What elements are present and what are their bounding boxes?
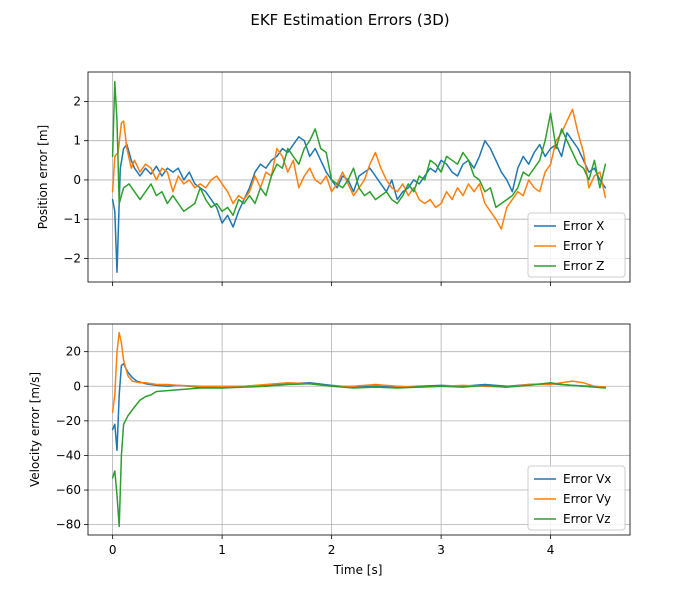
series-line-error-y xyxy=(111,108,607,230)
y-tick-label: −40 xyxy=(56,448,81,462)
y-tick-label: −2 xyxy=(63,251,81,265)
legend-entry-label: Error Y xyxy=(563,239,604,253)
legend-entry-label: Error Z xyxy=(563,259,604,273)
x-tick-label: 4 xyxy=(547,543,555,557)
axes-frame xyxy=(87,323,631,536)
series-line-error-x xyxy=(111,132,607,273)
x-tick-label: 3 xyxy=(437,543,445,557)
series-line-error-vy xyxy=(111,331,607,413)
legend-entry-label: Error Vx xyxy=(563,472,611,486)
y-tick-label: −60 xyxy=(56,483,81,497)
legend-entry-label: Error Vz xyxy=(563,512,611,526)
x-tick-label: 0 xyxy=(109,543,117,557)
y-tick-label: 0 xyxy=(73,173,81,187)
y-tick-label: 1 xyxy=(73,134,81,148)
position-error-panel: −2 −1 0 1 2 Error X Error Y Error Z Position e… xyxy=(36,71,631,286)
velocity-ylabel: Velocity error [m/s] xyxy=(28,372,42,487)
legend-frame xyxy=(527,212,626,278)
y-tick-label: 2 xyxy=(73,94,81,108)
x-tick-label: 1 xyxy=(218,543,226,557)
x-tick-label: 2 xyxy=(328,543,336,557)
y-tick-label: 0 xyxy=(73,379,81,393)
y-tick-label: 20 xyxy=(66,345,81,359)
position-ylabel: Position error [m] xyxy=(36,125,50,229)
y-tick-label: −1 xyxy=(63,212,81,226)
y-tick-label: −20 xyxy=(56,414,81,428)
axes-frame xyxy=(87,71,631,283)
series-line-error-z xyxy=(111,81,607,217)
legend-entry-label: Error Vy xyxy=(563,492,611,506)
position-legend: Error X Error Y Error Z xyxy=(527,212,626,278)
legend-entry-label: Error X xyxy=(563,219,604,233)
legend-frame xyxy=(527,465,626,531)
series-line-error-vz xyxy=(111,382,607,528)
x-axis-label: Time [s] xyxy=(333,563,383,577)
y-tick-label: −80 xyxy=(56,518,81,532)
series-line-error-vx xyxy=(111,363,607,452)
chart-title: EKF Estimation Errors (3D) xyxy=(250,11,449,29)
velocity-legend: Error Vx Error Vy Error Vz xyxy=(527,465,626,531)
